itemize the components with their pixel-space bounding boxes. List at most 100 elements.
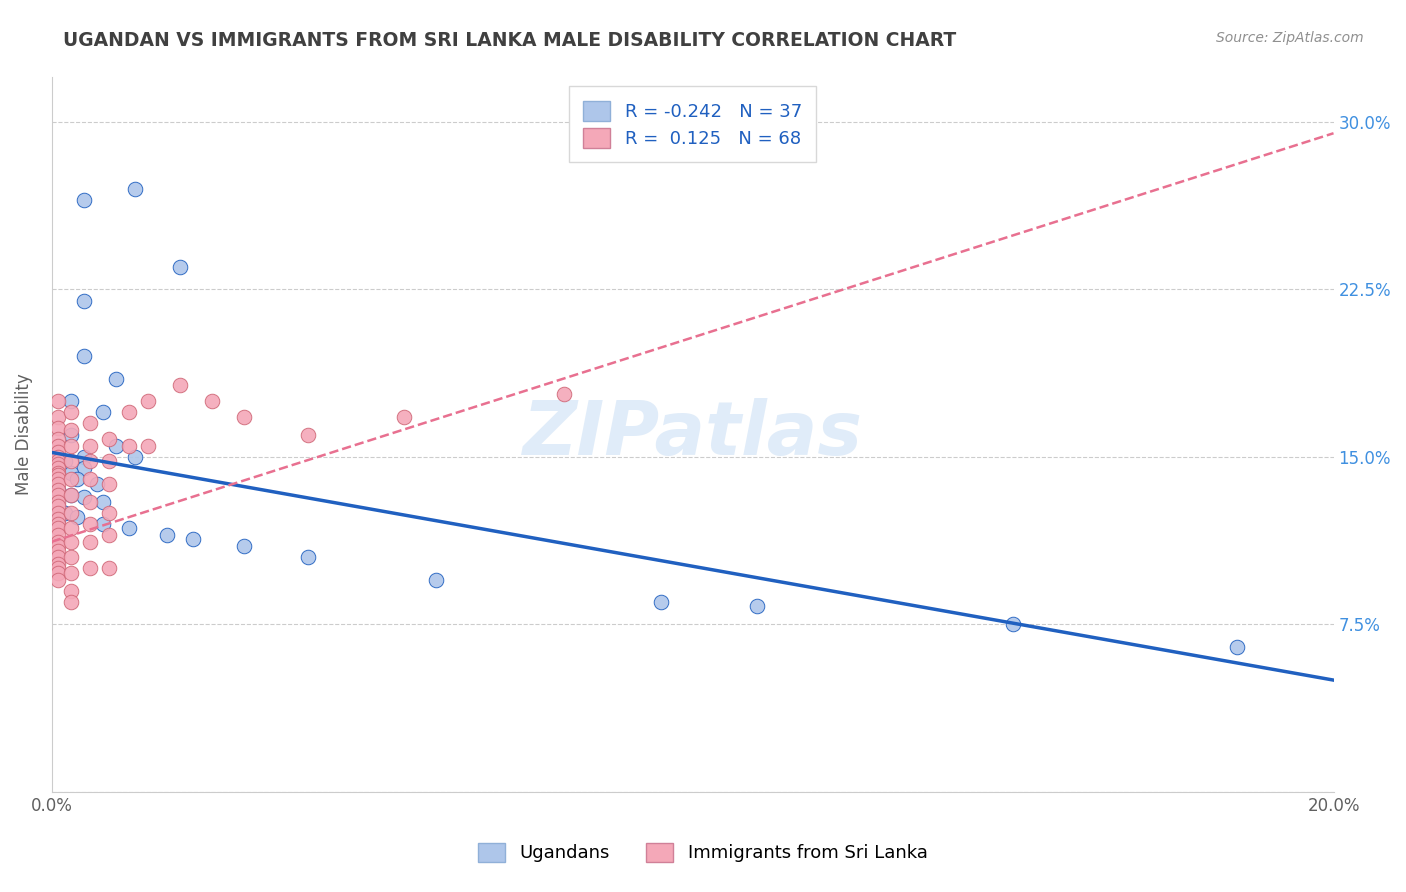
Point — [59, 521, 82, 535]
Point — [136, 439, 159, 453]
Point — [201, 394, 224, 409]
Point — [104, 372, 127, 386]
Point — [745, 599, 768, 614]
Point — [98, 476, 121, 491]
Point — [46, 483, 69, 498]
Point — [118, 521, 141, 535]
Point — [425, 573, 447, 587]
Point — [46, 409, 69, 424]
Text: Source: ZipAtlas.com: Source: ZipAtlas.com — [1216, 31, 1364, 45]
Point — [46, 550, 69, 565]
Point — [79, 439, 101, 453]
Point — [46, 454, 69, 468]
Point — [46, 439, 69, 453]
Point — [79, 534, 101, 549]
Point — [46, 466, 69, 480]
Point — [59, 488, 82, 502]
Point — [297, 427, 319, 442]
Point — [59, 534, 82, 549]
Point — [297, 550, 319, 565]
Point — [73, 293, 96, 308]
Point — [118, 439, 141, 453]
Point — [46, 566, 69, 580]
Point — [59, 488, 82, 502]
Point — [91, 494, 114, 508]
Point — [53, 454, 76, 468]
Point — [73, 490, 96, 504]
Point — [98, 432, 121, 446]
Point — [169, 378, 191, 392]
Point — [79, 494, 101, 508]
Point — [46, 561, 69, 575]
Point — [46, 512, 69, 526]
Point — [46, 394, 69, 409]
Point — [79, 417, 101, 431]
Point — [46, 499, 69, 513]
Point — [46, 445, 69, 459]
Point — [98, 561, 121, 575]
Point — [46, 516, 69, 531]
Point — [118, 405, 141, 419]
Point — [136, 394, 159, 409]
Point — [46, 467, 69, 482]
Point — [59, 550, 82, 565]
Point — [59, 466, 82, 480]
Point — [233, 539, 256, 553]
Point — [46, 539, 69, 553]
Point — [553, 387, 575, 401]
Point — [59, 566, 82, 580]
Point — [91, 516, 114, 531]
Point — [124, 182, 146, 196]
Point — [59, 439, 82, 453]
Point — [46, 421, 69, 435]
Point — [46, 543, 69, 558]
Point — [169, 260, 191, 275]
Point — [59, 583, 82, 598]
Point — [59, 472, 82, 486]
Point — [156, 528, 179, 542]
Point — [104, 439, 127, 453]
Point — [46, 521, 69, 535]
Point — [650, 595, 672, 609]
Point — [73, 450, 96, 464]
Point — [98, 528, 121, 542]
Point — [79, 472, 101, 486]
Legend: Ugandans, Immigrants from Sri Lanka: Ugandans, Immigrants from Sri Lanka — [471, 836, 935, 870]
Point — [181, 533, 204, 547]
Point — [98, 454, 121, 468]
Point — [46, 499, 69, 513]
Point — [46, 432, 69, 446]
Point — [46, 483, 69, 498]
Point — [46, 494, 69, 508]
Point — [46, 457, 69, 471]
Point — [46, 557, 69, 571]
Point — [91, 405, 114, 419]
Point — [59, 595, 82, 609]
Point — [46, 467, 69, 482]
Point — [79, 516, 101, 531]
Point — [59, 405, 82, 419]
Text: ZIPatlas: ZIPatlas — [523, 398, 863, 471]
Point — [53, 506, 76, 520]
Point — [46, 461, 69, 475]
Point — [1002, 617, 1025, 632]
Point — [46, 534, 69, 549]
Point — [46, 512, 69, 526]
Point — [59, 427, 82, 442]
Point — [73, 461, 96, 475]
Point — [66, 510, 89, 524]
Legend: R = -0.242   N = 37, R =  0.125   N = 68: R = -0.242 N = 37, R = 0.125 N = 68 — [569, 87, 817, 162]
Point — [46, 528, 69, 542]
Point — [79, 454, 101, 468]
Point — [73, 193, 96, 207]
Point — [394, 409, 416, 424]
Point — [66, 472, 89, 486]
Point — [46, 472, 69, 486]
Point — [59, 423, 82, 437]
Point — [59, 506, 82, 520]
Point — [124, 450, 146, 464]
Point — [86, 476, 108, 491]
Point — [46, 488, 69, 502]
Point — [79, 561, 101, 575]
Point — [1226, 640, 1249, 654]
